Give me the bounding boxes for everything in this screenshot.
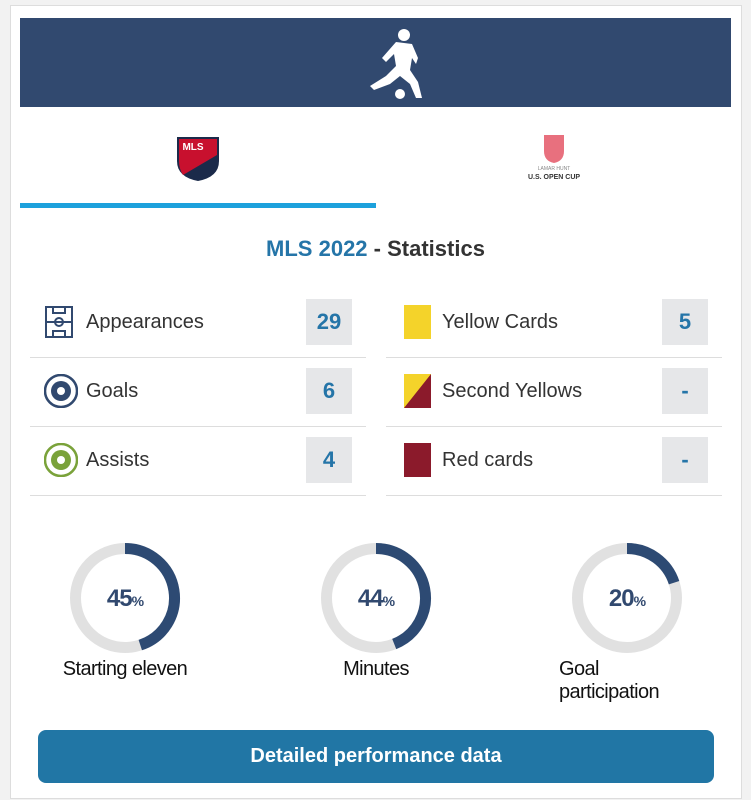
stat-row: Yellow Cards 5 (386, 288, 722, 358)
stat-label: Goals (86, 380, 139, 402)
stat-row: Appearances 29 (30, 288, 366, 358)
stat-label: Red cards (442, 449, 534, 471)
stat-label: Yellow Cards (442, 311, 558, 333)
circle-label: Starting eleven (62, 658, 188, 680)
title-suffix: - Statistics (373, 236, 485, 261)
stat-icon (404, 443, 431, 477)
stat-value: 29 (306, 299, 352, 345)
stat-row: Red cards - (386, 426, 722, 496)
active-tab-indicator (20, 203, 376, 208)
donut: 44% (321, 543, 431, 653)
stat-icon (45, 306, 73, 338)
circle-label: Minutes (343, 658, 409, 680)
player-icon (370, 29, 422, 99)
donut: 20% (572, 543, 682, 653)
mls-logo: MLS (177, 137, 219, 181)
circle-label: Goal participation (559, 658, 660, 703)
stat-label: Second Yellows (442, 380, 583, 402)
open-cup-logo: LAMAR HUNT U.S. OPEN CUP (528, 135, 580, 181)
percent-value: 45 (107, 585, 132, 612)
tab-mls[interactable]: MLS (20, 110, 376, 208)
stat-value: 6 (306, 368, 352, 414)
section-title: MLS 2022 - Statistics (0, 236, 751, 262)
stat-row: Second Yellows - (386, 357, 722, 427)
stat-value: - (662, 437, 708, 483)
stat-row: Goals 6 (30, 357, 366, 427)
percent-value: 44 (358, 585, 384, 612)
percent-unit: % (132, 593, 145, 609)
tab-open-cup[interactable]: LAMAR HUNT U.S. OPEN CUP (376, 110, 732, 208)
logo-text: U.S. OPEN CUP (528, 174, 580, 181)
stat-icon (44, 443, 78, 477)
header (20, 18, 731, 107)
detail-button[interactable]: Detailed performance data (38, 730, 714, 783)
percent-value: 20 (609, 585, 634, 612)
stat-label: Appearances (86, 311, 204, 333)
percent: 45% (107, 585, 145, 612)
logo-text: MLS (182, 142, 203, 153)
card (10, 5, 742, 799)
stat-value: 4 (306, 437, 352, 483)
donut-arc (124, 543, 180, 651)
competition: MLS 2022 (266, 236, 368, 261)
logo-top: LAMAR HUNT (538, 166, 571, 172)
percent-unit: % (383, 593, 396, 609)
stat-icon (404, 305, 431, 339)
stat-value: 5 (662, 299, 708, 345)
donut: 45% (70, 543, 180, 653)
percent: 44% (358, 585, 396, 612)
stat-row: Assists 4 (30, 426, 366, 496)
stat-value: - (662, 368, 708, 414)
stat-icon (44, 374, 78, 408)
percent: 20% (609, 585, 647, 612)
donut-arc (626, 543, 680, 585)
donut-arc (375, 543, 431, 650)
percent-unit: % (634, 593, 647, 609)
stat-icon (404, 374, 431, 408)
stat-label: Assists (86, 449, 150, 471)
